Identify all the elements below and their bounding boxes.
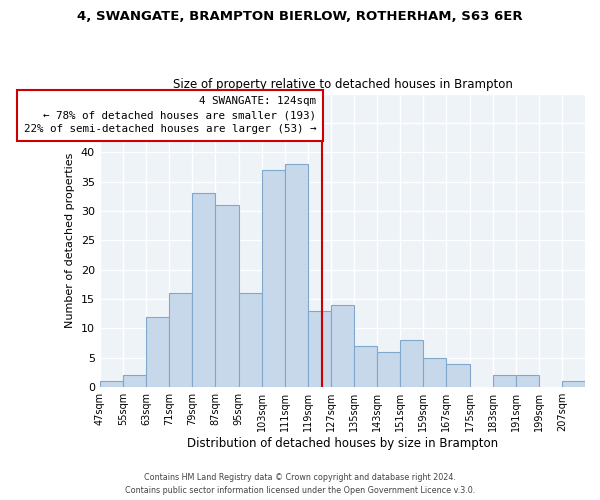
Bar xyxy=(493,376,516,387)
Bar xyxy=(193,194,215,387)
Bar xyxy=(123,376,146,387)
Bar xyxy=(146,316,169,387)
Bar xyxy=(239,293,262,387)
Bar xyxy=(562,382,585,387)
Bar xyxy=(331,305,354,387)
Bar xyxy=(354,346,377,387)
X-axis label: Distribution of detached houses by size in Brampton: Distribution of detached houses by size … xyxy=(187,437,498,450)
Bar xyxy=(400,340,424,387)
Bar xyxy=(100,382,123,387)
Bar xyxy=(215,205,239,387)
Bar xyxy=(285,164,308,387)
Bar xyxy=(169,293,193,387)
Bar xyxy=(377,352,400,387)
Text: 4, SWANGATE, BRAMPTON BIERLOW, ROTHERHAM, S63 6ER: 4, SWANGATE, BRAMPTON BIERLOW, ROTHERHAM… xyxy=(77,10,523,23)
Bar xyxy=(308,311,331,387)
Bar xyxy=(424,358,446,387)
Bar xyxy=(446,364,470,387)
Text: Contains HM Land Registry data © Crown copyright and database right 2024.
Contai: Contains HM Land Registry data © Crown c… xyxy=(125,474,475,495)
Bar xyxy=(262,170,285,387)
Text: 4 SWANGATE: 124sqm
← 78% of detached houses are smaller (193)
22% of semi-detach: 4 SWANGATE: 124sqm ← 78% of detached hou… xyxy=(24,96,316,134)
Bar xyxy=(516,376,539,387)
Y-axis label: Number of detached properties: Number of detached properties xyxy=(65,152,76,328)
Title: Size of property relative to detached houses in Brampton: Size of property relative to detached ho… xyxy=(173,78,512,91)
